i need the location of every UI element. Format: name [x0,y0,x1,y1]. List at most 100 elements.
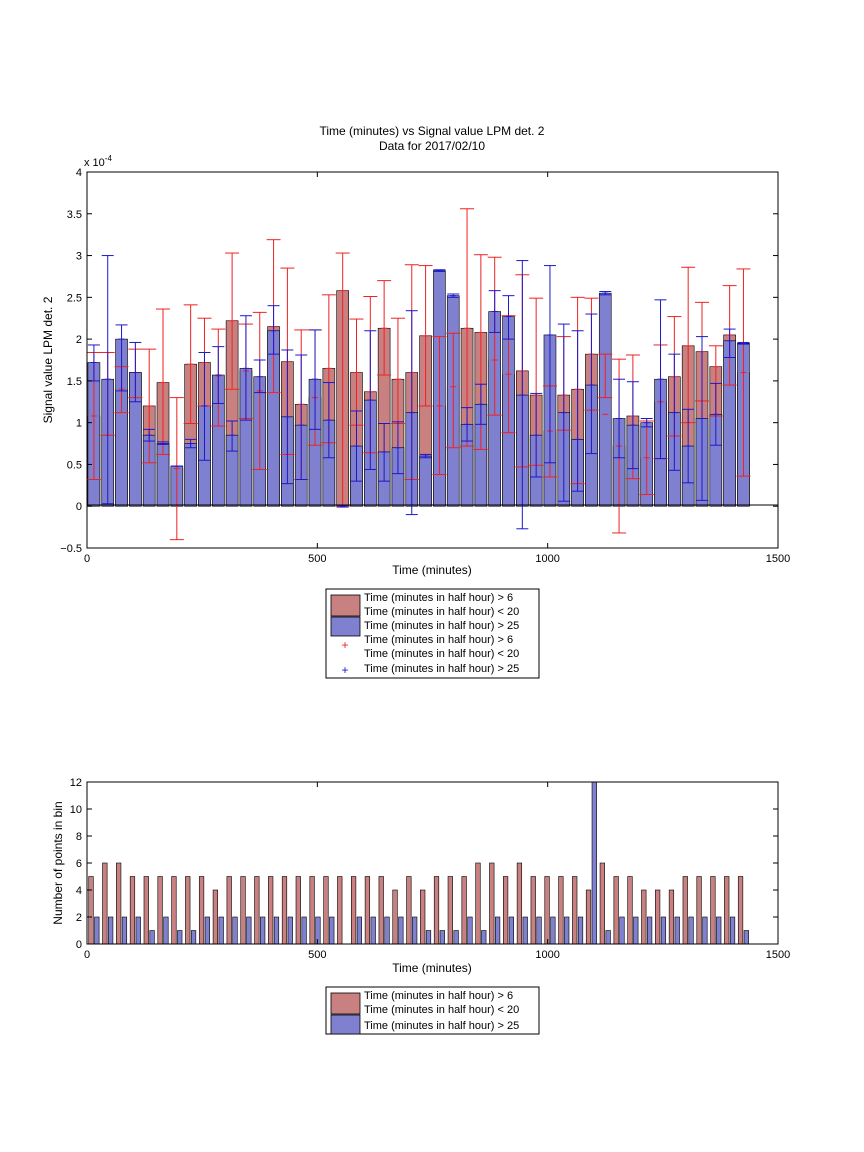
bar-series-2 [94,916,100,945]
bar-series-1 [129,876,136,945]
bar-series-2 [218,916,224,945]
legend-swatch-red-bar [330,594,361,617]
chart-1-ticks: −0.500.511.522.533.540 500 1000 1500 [60,167,790,565]
bar-series-2 [494,916,501,945]
bar-series-1 [226,876,232,945]
bar-series-1 [503,876,509,945]
bar-series-2 [108,916,114,945]
bar-series-2 [356,916,362,945]
bar-series-2 [184,443,197,507]
chart-1-axes-box [86,171,779,549]
x-tick-label: 0 [84,949,90,961]
bar-series-1 [558,876,564,945]
bar-series-1 [461,876,467,945]
bar-series-2 [660,916,667,945]
bar-series-2 [674,916,680,945]
bar-series-1 [641,889,647,945]
bar-series-1 [185,876,191,945]
bar-series-2 [729,916,736,945]
chart-1-xlabel: Time (minutes) [392,563,472,577]
bar-series-2 [315,916,321,945]
legend-box [325,986,540,1035]
chart-2-ylabel: Number of points in bin [51,801,65,924]
y-tick-label: 0 [76,501,82,513]
bar-series-1 [309,876,315,945]
bar-series-1 [475,862,481,945]
bar-series-2 [743,930,749,945]
bar-series-1 [143,876,149,945]
legend-entry-2: Time (minutes in half hour) > 25 [364,1020,519,1032]
y-tick-label: 3 [76,251,82,263]
bar-series-1 [530,876,536,945]
bar-series-1 [102,862,108,945]
bar-series-1 [198,876,205,945]
bar-series-1 [171,876,177,945]
x-tick-label: 500 [308,553,326,565]
chart-1-y-exponent: x 10-4 [84,154,112,169]
legend-marker-blue: + [341,663,348,677]
bar-series-1 [696,876,702,945]
legend-entry-4: Time (minutes in half hour) > 25 [364,663,519,675]
bar-series-2 [163,916,169,945]
bar-series-1 [337,876,343,945]
bar-series-1 [212,889,218,945]
bar-series-2 [177,930,183,945]
bar-series-1 [710,876,716,945]
bar-series-2 [633,916,639,945]
bar-series-2 [232,916,238,945]
bar-series-2 [453,930,459,945]
bar-series-2 [550,916,556,945]
chart-2-axes-box [86,781,779,945]
chart-1-subtitle: Data for 2017/02/10 [379,139,485,153]
bar-series-2 [204,916,210,945]
bar-series-1 [737,876,744,945]
x-tick-label: 500 [308,949,326,961]
y-tick-label: 2 [76,912,82,924]
bar-series-1 [240,876,246,945]
bar-series-2 [605,930,611,945]
y-tick-label: 10 [70,804,82,816]
bar-series-1 [599,862,605,945]
chart-2-bars [88,781,749,945]
x-tick-label: 1000 [535,553,559,565]
chart-1-bars [87,270,750,507]
x-tick-label: 1500 [766,553,790,565]
bar-series-2 [425,930,432,945]
bar-series-2 [508,916,515,945]
chart-1: Time (minutes) vs Signal value LPM det. … [41,124,790,577]
bar-series-2 [439,930,445,945]
bar-series-1 [433,876,440,945]
y-tick-label: 12 [70,777,82,789]
bar-series-1 [378,876,384,945]
legend-entry-1a: Time (minutes in half hour) > 6 Time (min… [364,990,519,1016]
y-tick-label: 1.5 [67,376,82,388]
bar-series-1 [585,889,592,945]
bar-series-2 [412,916,418,945]
y-tick-label: −0.5 [60,543,82,555]
bar-series-2 [467,916,473,945]
bar-series-1 [268,876,274,945]
bar-series-1 [516,862,523,945]
bar-series-2 [481,930,487,945]
y-tick-label: 2 [76,334,82,346]
bar-series-2 [329,916,335,945]
chart-2-legend: Time (minutes in half hour) > 6 Time (min… [325,986,540,1035]
bar-series-2 [564,916,570,945]
bar-series-2 [702,916,708,945]
bar-series-1 [668,889,675,945]
bar-series-2 [273,916,280,945]
y-tick-label: 8 [76,831,82,843]
chart-2-xlabel: Time (minutes) [392,961,472,975]
bar-series-1 [489,862,495,945]
bar-series-2 [647,916,653,945]
bar-series-1 [655,889,661,945]
bar-series-1 [295,876,301,945]
bar-series-1 [116,862,122,945]
bar-series-1 [254,876,260,945]
y-tick-label: 0 [76,939,82,951]
bar-series-2 [190,930,197,945]
bar-series-2 [591,781,597,945]
y-tick-label: 6 [76,858,82,870]
x-tick-label: 0 [84,553,90,565]
